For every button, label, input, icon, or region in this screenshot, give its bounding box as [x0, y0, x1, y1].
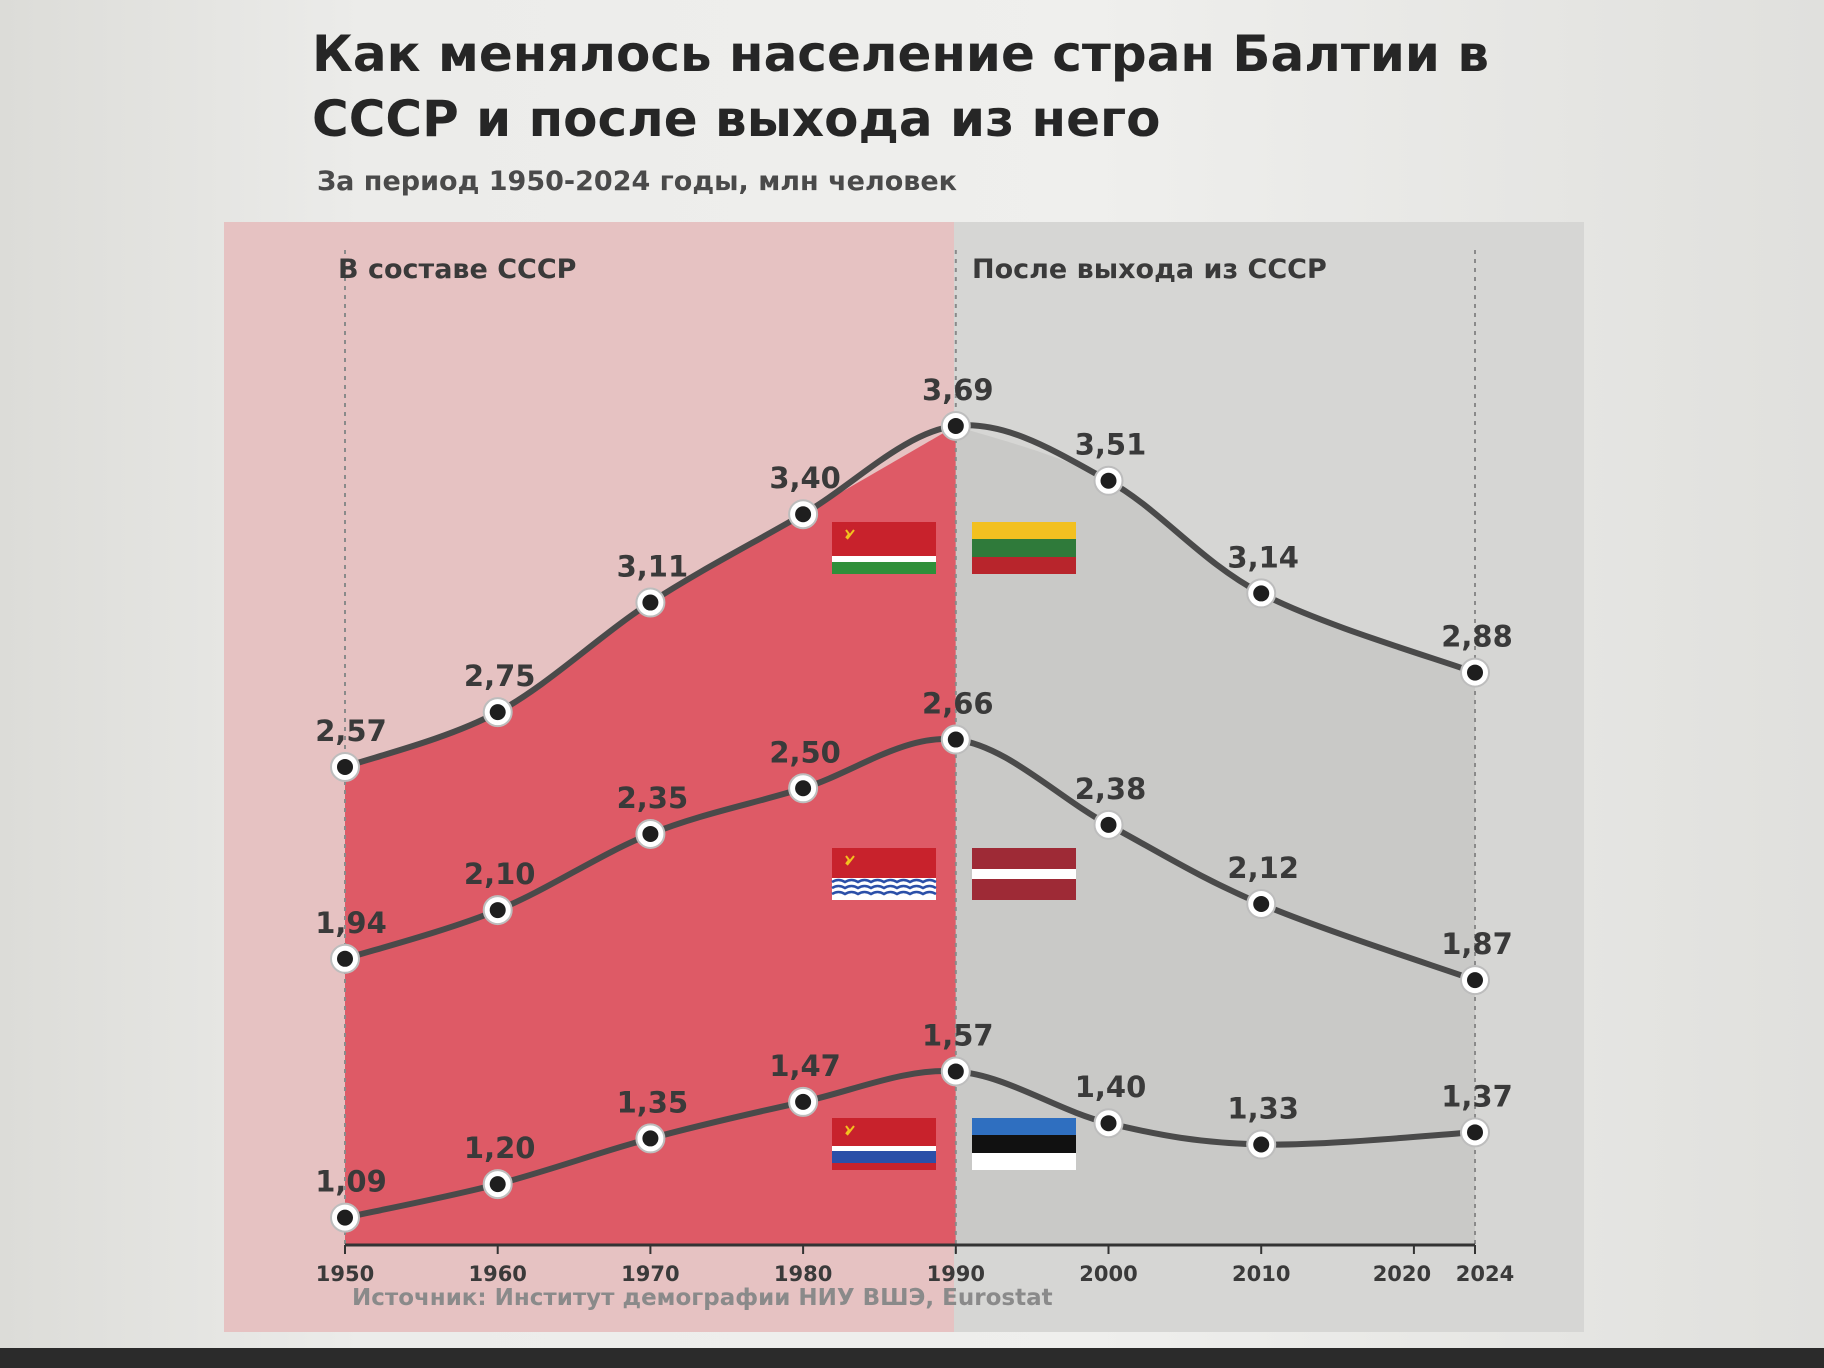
- lithuania-value-label-2024: 2,88: [1441, 620, 1513, 654]
- lithuania-marker-dot-2000: [1100, 472, 1117, 489]
- estonia-value-label-2024: 1,37: [1441, 1079, 1513, 1113]
- lithuania-marker-dot-1960: [489, 704, 506, 721]
- latvia-marker-dot-2024: [1467, 972, 1483, 989]
- estonia-value-label-1950: 1,09: [315, 1165, 387, 1199]
- latvia-marker-dot-2010: [1253, 895, 1270, 912]
- latvia-marker-dot-2000: [1100, 816, 1117, 833]
- lithuania-marker-dot-1990: [947, 417, 964, 434]
- lithuania-value-label-1950: 2,57: [315, 714, 387, 748]
- estonia-marker-dot-1970: [642, 1130, 659, 1147]
- monitor-bezel: [0, 1348, 1824, 1368]
- chart-title: Как менялось население стран Балтии в СС…: [312, 25, 1489, 148]
- estonia-flag: [972, 1118, 1076, 1170]
- source-note: Источник: Институт демографии НИУ ВШЭ, E…: [352, 1285, 1053, 1311]
- estonia-marker-dot-2000: [1100, 1115, 1117, 1132]
- latvia-flag: [972, 848, 1076, 900]
- estonia-marker-dot-2024: [1467, 1124, 1483, 1141]
- estonia-marker-dot-1950: [337, 1209, 353, 1226]
- lithuanian-ssr-flag: [832, 522, 936, 574]
- latvia-value-label-1970: 2,35: [617, 781, 689, 815]
- x-tick-label-1980: 1980: [774, 1262, 832, 1286]
- estonia-value-label-2000: 1,40: [1075, 1070, 1147, 1104]
- latvia-value-label-2024: 1,87: [1441, 927, 1513, 961]
- phase-label-ussr: В составе СССР: [338, 254, 576, 285]
- x-tick-label-2020: 2020: [1373, 1262, 1431, 1286]
- latvia-value-label-1950: 1,94: [315, 906, 387, 940]
- estonian-ssr-flag: [832, 1118, 936, 1170]
- x-tick-label-1970: 1970: [621, 1262, 679, 1286]
- lithuania-value-label-2010: 3,14: [1227, 540, 1299, 574]
- lithuania-marker-dot-1950: [337, 758, 353, 775]
- latvia-marker-dot-1980: [795, 780, 812, 797]
- phase-label-after-ussr: После выхода из СССР: [972, 254, 1327, 285]
- estonia-marker-dot-1980: [795, 1093, 812, 1110]
- estonia-marker-dot-2010: [1253, 1136, 1270, 1153]
- estonia-value-label-2010: 1,33: [1227, 1092, 1299, 1126]
- x-tick-label-2024: 2024: [1456, 1262, 1514, 1286]
- x-tick-label-1990: 1990: [927, 1262, 985, 1286]
- chart-subtitle: За период 1950-2024 годы, млн человек: [317, 166, 957, 197]
- x-tick-label-2010: 2010: [1232, 1262, 1290, 1286]
- latvia-value-label-1990: 2,66: [922, 687, 994, 721]
- estonia-marker-dot-1990: [947, 1063, 964, 1080]
- latvia-marker-dot-1990: [947, 731, 964, 748]
- estonia-value-label-1980: 1,47: [769, 1049, 841, 1083]
- estonia-marker-dot-1960: [489, 1176, 506, 1193]
- lithuania-marker-dot-1980: [795, 506, 812, 523]
- lithuania-marker-dot-2024: [1467, 664, 1483, 681]
- x-tick-label-1960: 1960: [468, 1262, 526, 1286]
- lithuania-marker-dot-1970: [642, 594, 659, 611]
- lithuania-value-label-2000: 3,51: [1075, 428, 1147, 462]
- lithuania-value-label-1960: 2,75: [464, 659, 536, 693]
- latvia-marker-dot-1950: [337, 950, 353, 967]
- latvia-marker-dot-1970: [642, 825, 659, 842]
- estonia-value-label-1960: 1,20: [464, 1131, 536, 1165]
- latvia-value-label-2010: 2,12: [1227, 851, 1299, 885]
- lithuania-marker-dot-2010: [1253, 585, 1270, 602]
- latvia-marker-dot-1960: [489, 902, 506, 919]
- estonia-value-label-1990: 1,57: [922, 1018, 994, 1052]
- lithuania-value-label-1980: 3,40: [769, 461, 841, 495]
- x-tick-label-1950: 1950: [316, 1262, 374, 1286]
- lithuania-flag: [972, 522, 1076, 574]
- lithuania-value-label-1970: 3,11: [617, 550, 689, 584]
- latvia-value-label-1980: 2,50: [769, 735, 841, 769]
- estonia-value-label-1970: 1,35: [617, 1085, 689, 1119]
- latvia-value-label-2000: 2,38: [1075, 772, 1147, 806]
- latvian-ssr-flag: [831, 848, 937, 900]
- lithuania-value-label-1990: 3,69: [922, 373, 994, 407]
- latvia-value-label-1960: 2,10: [464, 857, 536, 891]
- x-tick-label-2000: 2000: [1079, 1262, 1137, 1286]
